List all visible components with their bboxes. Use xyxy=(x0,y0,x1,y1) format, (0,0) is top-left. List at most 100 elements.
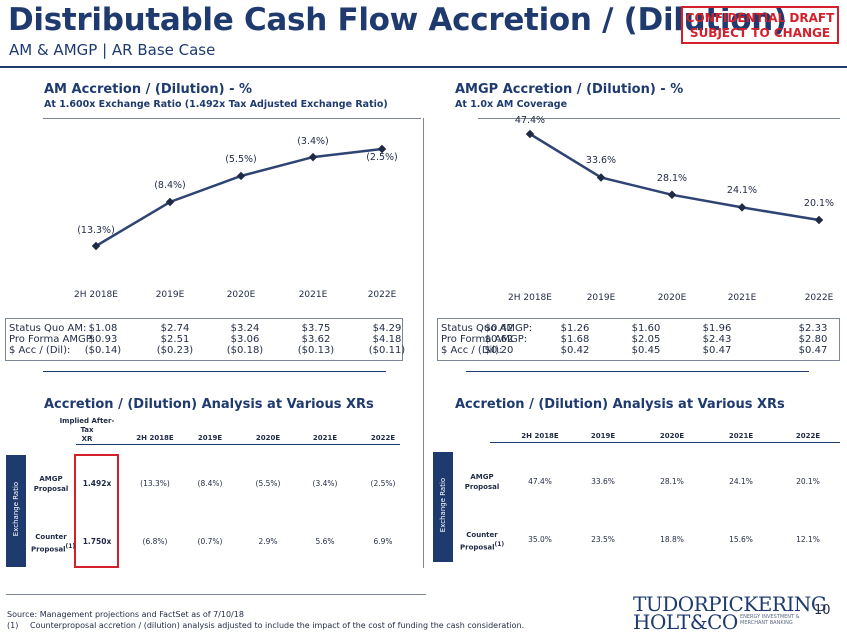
page-number: 10 xyxy=(814,603,831,618)
x-tick-label: 2H 2018E xyxy=(508,293,552,303)
accretion-cell: (6.8%) xyxy=(142,537,168,546)
accretion-cell: 33.6% xyxy=(591,477,615,486)
footer-note: Counterproposal accretion / (dilution) a… xyxy=(30,621,525,630)
row-label-line-1: AMGP xyxy=(39,475,63,483)
row-label-line-2: Proposal xyxy=(464,483,500,491)
accretion-cell: (13.3%) xyxy=(140,479,170,488)
info-value: $1.26 xyxy=(560,323,590,334)
tph-logo-line-2: HOLT&CO xyxy=(633,610,738,634)
year-header: 2020E xyxy=(255,434,281,442)
amgp-chart-svg xyxy=(525,129,824,225)
right-exchange-ratio-bar: Exchange Ratio xyxy=(433,452,453,562)
accretion-cell: 24.1% xyxy=(729,477,753,486)
x-tick-label: 2020E xyxy=(226,290,256,300)
right-xr-table-title: Accretion / (Dilution) Analysis at Vario… xyxy=(455,397,785,412)
data-label: (2.5%) xyxy=(366,152,398,163)
accretion-cell: (3.4%) xyxy=(312,479,338,488)
accretion-cell: (2.5%) xyxy=(370,479,396,488)
tph-logo-tag-2: MERCHANT BANKING xyxy=(740,620,793,626)
amgp-chart-labels: 47.4% 2H 2018E 33.6% 2019E 28.1% 2020E 24.1% 20… xyxy=(478,115,840,319)
amgp-section-title: AMGP Accretion / (Dilution) - % xyxy=(455,82,684,97)
accretion-cell: 6.9% xyxy=(373,537,393,546)
info-value: $3.75 xyxy=(301,323,331,334)
tph-logo-tagline: ENERGY INVESTMENT & MERCHANT BANKING xyxy=(740,614,800,626)
data-point-marker xyxy=(377,144,387,154)
am-info-label-1: Status Quo AM: xyxy=(9,323,87,334)
info-value: $2.33 xyxy=(798,323,828,334)
xr-header-line-2: Tax xyxy=(80,426,94,434)
implied-xr-value: 1.492x xyxy=(82,479,112,488)
accretion-cell: 18.8% xyxy=(660,535,684,544)
page-title: Distributable Cash Flow Accretion / (Dil… xyxy=(8,2,787,38)
info-value: $0.20 xyxy=(484,345,514,356)
info-value: $1.60 xyxy=(631,323,661,334)
x-tick-label: 2020E xyxy=(657,293,687,303)
data-label: 28.1% xyxy=(656,172,688,184)
right-section-rule xyxy=(466,371,809,372)
data-label: 47.4% xyxy=(514,115,546,126)
footnote-marker: (1) xyxy=(494,541,505,548)
row-label-line-2: Proposal xyxy=(33,485,69,493)
accretion-cell: 20.1% xyxy=(796,477,820,486)
info-value: $0.47 xyxy=(798,345,828,356)
info-value: $0.62 xyxy=(484,334,514,345)
amgp-info-label-1: Status Quo AMGP: xyxy=(441,323,533,334)
info-value: $4.18 xyxy=(372,334,402,345)
info-value: $2.80 xyxy=(798,334,828,345)
x-tick-label: 2021E xyxy=(727,293,757,303)
info-value: $3.62 xyxy=(301,334,331,345)
info-value: $2.74 xyxy=(160,323,190,334)
am-section-title: AM Accretion / (Dilution) - % xyxy=(44,82,253,97)
left-table-header-rule xyxy=(76,444,400,445)
amgp-dcf-info-box: Status Quo AMGP: Pro Forma AMGP: $ Acc /… xyxy=(437,318,840,361)
xr-header-line-3: XR xyxy=(81,435,93,443)
right-table-header-rule xyxy=(490,442,840,443)
info-value: ($0.14) xyxy=(84,345,122,356)
center-divider xyxy=(423,118,424,568)
left-exchange-ratio-bar: Exchange Ratio xyxy=(6,455,26,567)
info-value: $0.45 xyxy=(631,345,661,356)
row-label: Counter Proposal(1) xyxy=(460,530,504,552)
info-value: $1.68 xyxy=(560,334,590,345)
right-exchange-ratio-label: Exchange Ratio xyxy=(439,477,447,533)
amgp-info-label-2: Pro Forma AMGP: xyxy=(441,334,528,345)
row-label: Counter Proposal(1) xyxy=(31,532,75,554)
x-tick-label: 2019E xyxy=(155,290,185,300)
info-value: ($0.23) xyxy=(156,345,194,356)
info-value: $1.96 xyxy=(702,323,732,334)
implied-xr-value: 1.750x xyxy=(82,537,112,546)
accretion-cell: 15.6% xyxy=(729,535,753,544)
page-subtitle: AM & AMGP | AR Base Case xyxy=(9,41,216,59)
xr-column-header: Implied After- Tax XR xyxy=(58,417,116,444)
info-value: $0.47 xyxy=(702,345,732,356)
row-label: AMGP Proposal xyxy=(31,474,71,494)
data-label: (13.3%) xyxy=(77,225,115,236)
header-rule xyxy=(0,66,847,68)
confidential-stamp: CONFIDENTIAL DRAFT SUBJECT TO CHANGE xyxy=(681,6,839,44)
year-header: 2H 2018E xyxy=(521,432,559,440)
xr-highlight-box xyxy=(74,454,119,568)
x-tick-label: 2022E xyxy=(804,293,834,303)
info-value: ($0.18) xyxy=(226,345,264,356)
year-header: 2020E xyxy=(659,432,685,440)
footer-rule xyxy=(6,594,426,595)
stamp-line-2: SUBJECT TO CHANGE xyxy=(689,26,831,40)
accretion-cell: (0.7%) xyxy=(197,537,223,546)
left-section-rule xyxy=(43,371,386,372)
year-header: 2019E xyxy=(197,434,223,442)
year-header: 2022E xyxy=(795,432,821,440)
year-header: 2021E xyxy=(728,432,754,440)
xr-header-line-1: Implied After- xyxy=(59,417,115,425)
info-value: $3.06 xyxy=(230,334,260,345)
am-info-label-3: $ Acc / (Dil): xyxy=(9,345,71,356)
info-value: $2.43 xyxy=(702,334,732,345)
year-header: 2H 2018E xyxy=(136,434,174,442)
am-chart: (13.3%) 2H 2018E (8.4%) 2019E (5.5%) 2020E (3.… xyxy=(43,118,421,318)
tph-logo-tag-1: ENERGY INVESTMENT & xyxy=(740,614,800,620)
accretion-cell: 35.0% xyxy=(528,535,552,544)
row-label-line-1: AMGP xyxy=(470,473,494,481)
info-value: $2.05 xyxy=(631,334,661,345)
am-chart-labels: (13.3%) 2H 2018E (8.4%) 2019E (5.5%) 2020E (3.… xyxy=(43,119,421,319)
data-label: (8.4%) xyxy=(154,179,186,191)
footer-source: Source: Management projections and FactS… xyxy=(7,610,244,619)
